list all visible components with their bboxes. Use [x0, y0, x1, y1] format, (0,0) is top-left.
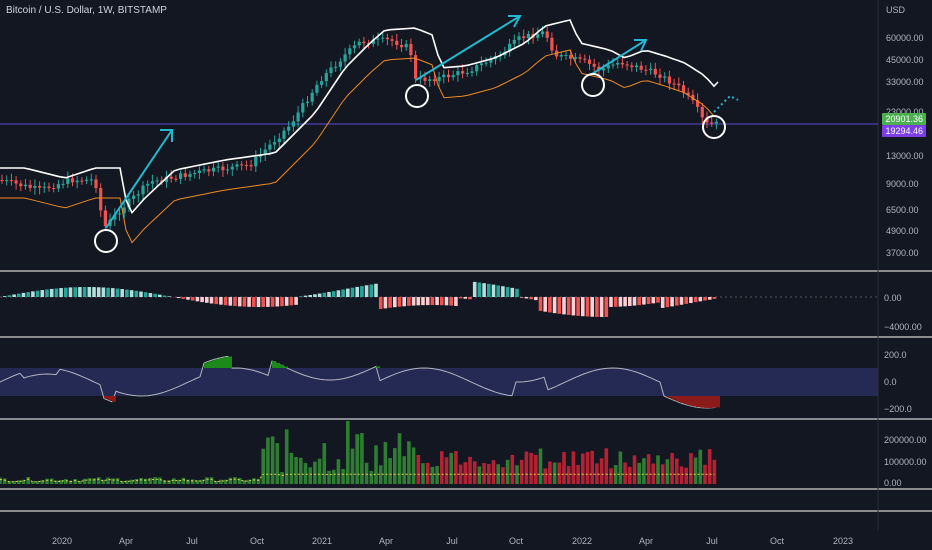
circle-marker-3	[581, 73, 605, 97]
indicator1-tick: −4000.00	[884, 322, 922, 332]
price-tick: 9000.00	[886, 179, 919, 189]
circle-markers[interactable]	[94, 73, 726, 253]
time-label: Oct	[770, 536, 785, 546]
last-price-tag: 20901.36	[882, 113, 926, 125]
indicator2-tick: −200.0	[884, 404, 912, 414]
arrow-2	[415, 15, 521, 81]
cci-line	[0, 355, 717, 409]
arrow-3-head	[634, 39, 648, 52]
price-tick: 45000.00	[886, 55, 924, 65]
price-tick: 33000.00	[886, 77, 924, 87]
time-label: Jul	[186, 536, 198, 546]
cci-band	[0, 368, 878, 396]
indicator3-tick: 200000.00	[884, 435, 927, 445]
time-label: Jul	[706, 536, 718, 546]
arrow-2-head	[508, 15, 522, 28]
indicator3-axis[interactable]: 200000.00 100000.00 0.00	[884, 435, 927, 488]
chart-title: Bitcoin / U.S. Dollar, 1W, BITSTAMP	[6, 5, 167, 16]
arrow-1-head	[160, 129, 173, 142]
macd-histogram	[2, 281, 717, 317]
time-label: Oct	[509, 536, 524, 546]
circle-marker-4	[702, 115, 726, 139]
time-label: Apr	[379, 536, 393, 546]
time-label: Oct	[250, 536, 265, 546]
indicator3-tick: 100000.00	[884, 457, 927, 467]
indicator2-tick: 0.0	[884, 377, 897, 387]
ma-price-tag: 19294.46	[882, 125, 926, 137]
time-label: 2022	[572, 536, 592, 546]
indicator2-tick: 200.0	[884, 350, 907, 360]
price-tick: 23000.00	[886, 107, 924, 117]
indicator3-tick: 0.00	[884, 478, 902, 488]
time-label: 2020	[52, 536, 72, 546]
annotations[interactable]	[105, 15, 739, 229]
arrow-3	[591, 39, 647, 75]
price-tick: 13000.00	[886, 151, 924, 161]
volume-ma-line	[0, 473, 715, 483]
lower-band-line	[0, 49, 715, 244]
volume-histogram	[0, 421, 717, 484]
time-label: 2021	[312, 536, 332, 546]
price-tick: 3700.00	[886, 248, 919, 258]
price-tick: 60000.00	[886, 33, 924, 43]
price-axis[interactable]: 60000.00 45000.00 33000.00 23000.00 13000.00…	[886, 33, 924, 258]
circle-marker-2	[405, 84, 429, 108]
circle-marker-1	[94, 229, 118, 253]
time-label: 2023	[833, 536, 853, 546]
upper-band-line	[0, 19, 719, 215]
cci-fill	[104, 356, 720, 408]
indicator1-axis[interactable]: 0.00 −4000.00	[884, 293, 922, 332]
currency-label: USD	[886, 5, 906, 15]
time-axis[interactable]: 2020 Apr Jul Oct 2021 Apr Jul Oct 2022 Apr Jul Oct 2…	[52, 536, 853, 546]
time-label: Jul	[446, 536, 458, 546]
price-tick: 6500.00	[886, 205, 919, 215]
arrow-1	[105, 129, 173, 229]
dotted-projection	[713, 94, 739, 113]
candlestick-series	[0, 25, 718, 231]
indicator2-axis[interactable]: 200.0 0.0 −200.0	[884, 350, 912, 414]
price-tick: 4900.00	[886, 226, 919, 236]
time-label: Apr	[119, 536, 133, 546]
indicator1-tick: 0.00	[884, 293, 902, 303]
time-label: Apr	[639, 536, 653, 546]
